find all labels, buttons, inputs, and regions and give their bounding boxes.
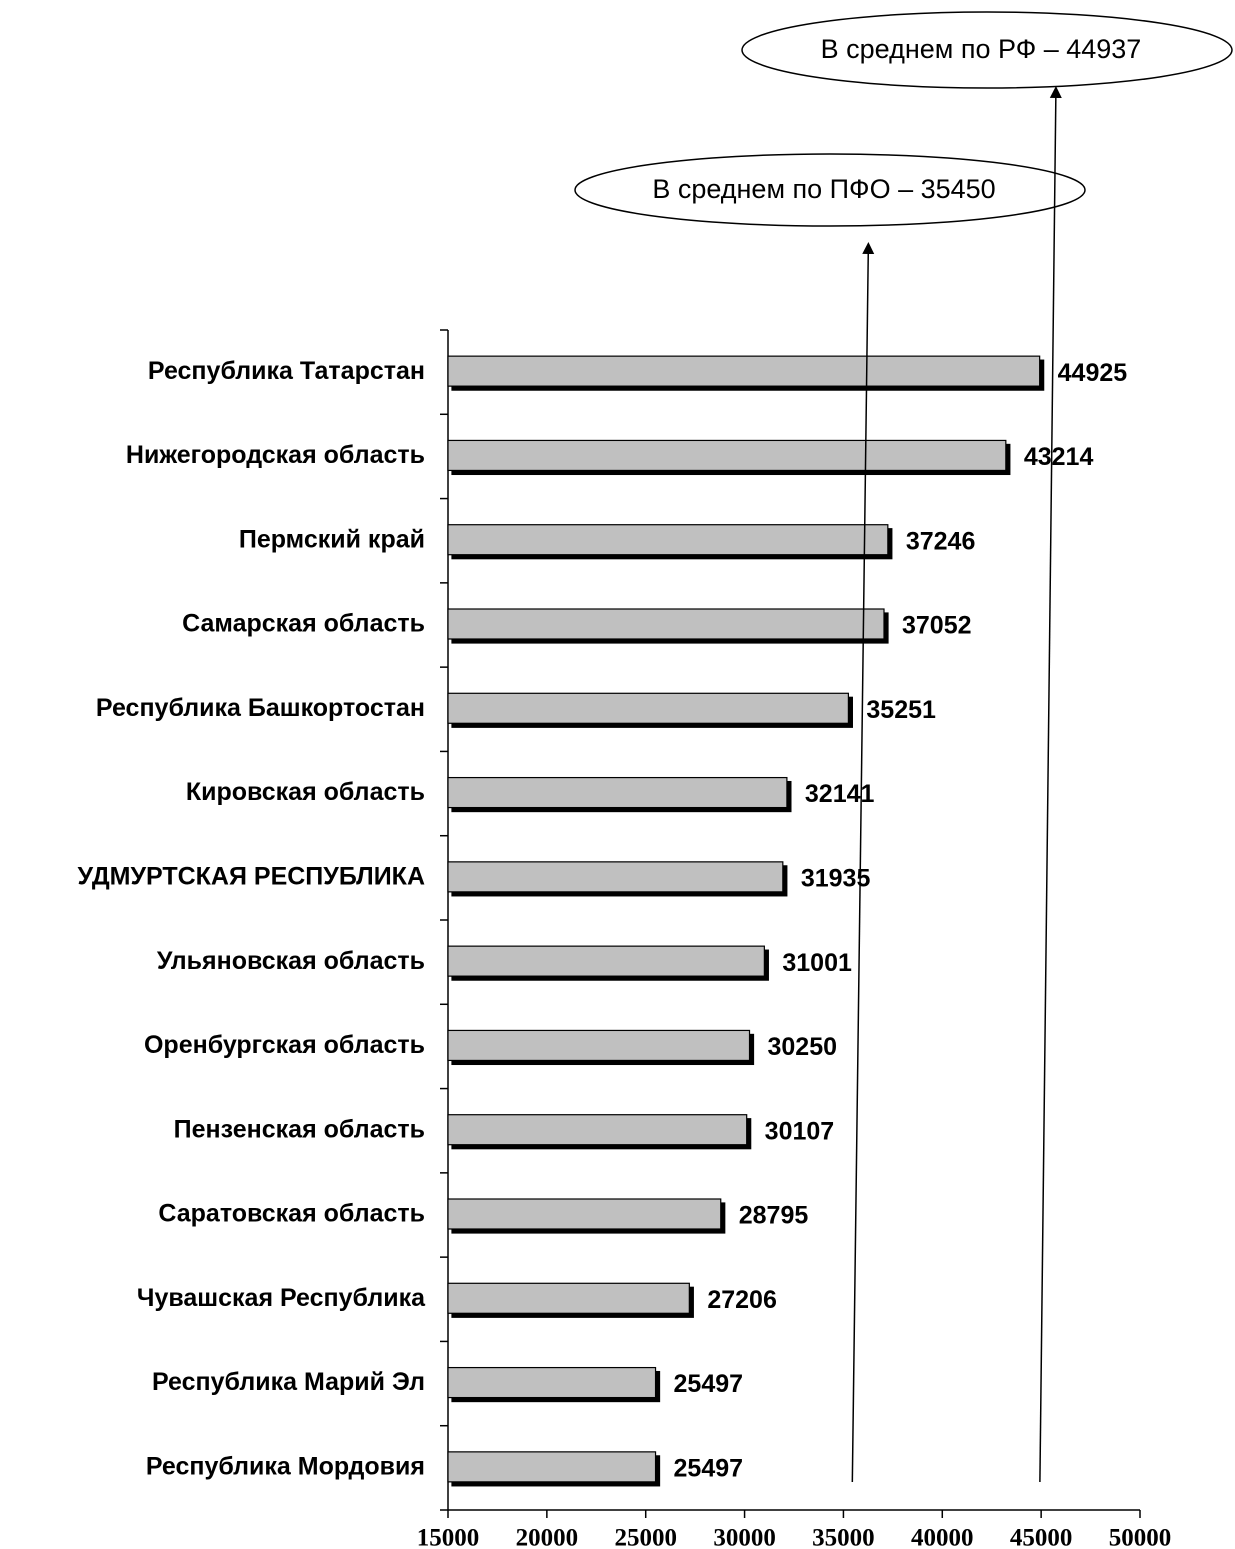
value-label: 27206 (707, 1286, 777, 1314)
bar (447, 692, 849, 724)
category-label: Пермский край (239, 525, 425, 553)
category-label: Кировская область (186, 778, 425, 806)
x-tick-label: 50000 (1109, 1525, 1172, 1549)
bar (447, 439, 1007, 472)
annotation-text: В среднем по РФ – 44937 (821, 34, 1142, 64)
bar (447, 1029, 751, 1062)
annotation-text: В среднем по ПФО – 35450 (652, 174, 995, 204)
x-tick-label: 40000 (911, 1525, 974, 1549)
value-label: 32141 (805, 780, 875, 808)
category-label: Республика Марий Эл (152, 1368, 425, 1396)
value-label: 37246 (906, 527, 976, 555)
category-label: Ульяновская область (157, 947, 425, 975)
value-label: 31935 (801, 864, 871, 892)
x-tick-label: 45000 (1010, 1525, 1073, 1549)
bar (447, 776, 788, 809)
bar (447, 945, 765, 977)
bar (447, 1198, 722, 1230)
category-label: Республика Башкортостан (96, 694, 425, 722)
value-label: 28795 (739, 1202, 809, 1230)
bar (447, 861, 784, 893)
annotation-bubble (741, 11, 1233, 89)
value-label: 30107 (765, 1117, 835, 1145)
category-label: Республика Мордовия (146, 1452, 425, 1480)
bar (447, 608, 885, 640)
category-label: Саратовская область (158, 1200, 425, 1228)
x-tick-label: 20000 (516, 1525, 579, 1549)
x-tick-label: 30000 (713, 1525, 776, 1549)
annotation-arrow (1039, 86, 1062, 1483)
value-label: 25497 (674, 1454, 744, 1482)
x-tick-label: 25000 (614, 1525, 677, 1549)
value-label: 44925 (1058, 359, 1128, 387)
bar (447, 1451, 657, 1483)
x-tick-label: 35000 (812, 1525, 875, 1549)
category-label: Нижегородская область (126, 441, 425, 469)
value-label: 25497 (674, 1370, 744, 1398)
category-label: Чувашская Республика (137, 1284, 426, 1312)
bar (447, 1366, 657, 1399)
category-label: Республика Татарстан (148, 357, 425, 385)
annotation-arrow (851, 242, 875, 1483)
value-label: 35251 (866, 696, 936, 724)
value-label: 37052 (902, 612, 972, 640)
bar (447, 1114, 748, 1146)
value-label: 30250 (768, 1033, 838, 1061)
bar (447, 355, 1041, 387)
category-label: Пензенская область (174, 1115, 425, 1143)
value-label: 43214 (1024, 443, 1094, 471)
x-tick-label: 15000 (417, 1525, 480, 1549)
bar (447, 524, 889, 556)
value-label: 31001 (782, 949, 852, 977)
annotation-bubble (574, 153, 1086, 227)
category-label: Оренбургская область (144, 1031, 425, 1059)
category-label: Самарская область (182, 610, 425, 638)
bar (447, 1282, 690, 1314)
category-label: УДМУРТСКАЯ РЕСПУБЛИКА (78, 862, 425, 890)
